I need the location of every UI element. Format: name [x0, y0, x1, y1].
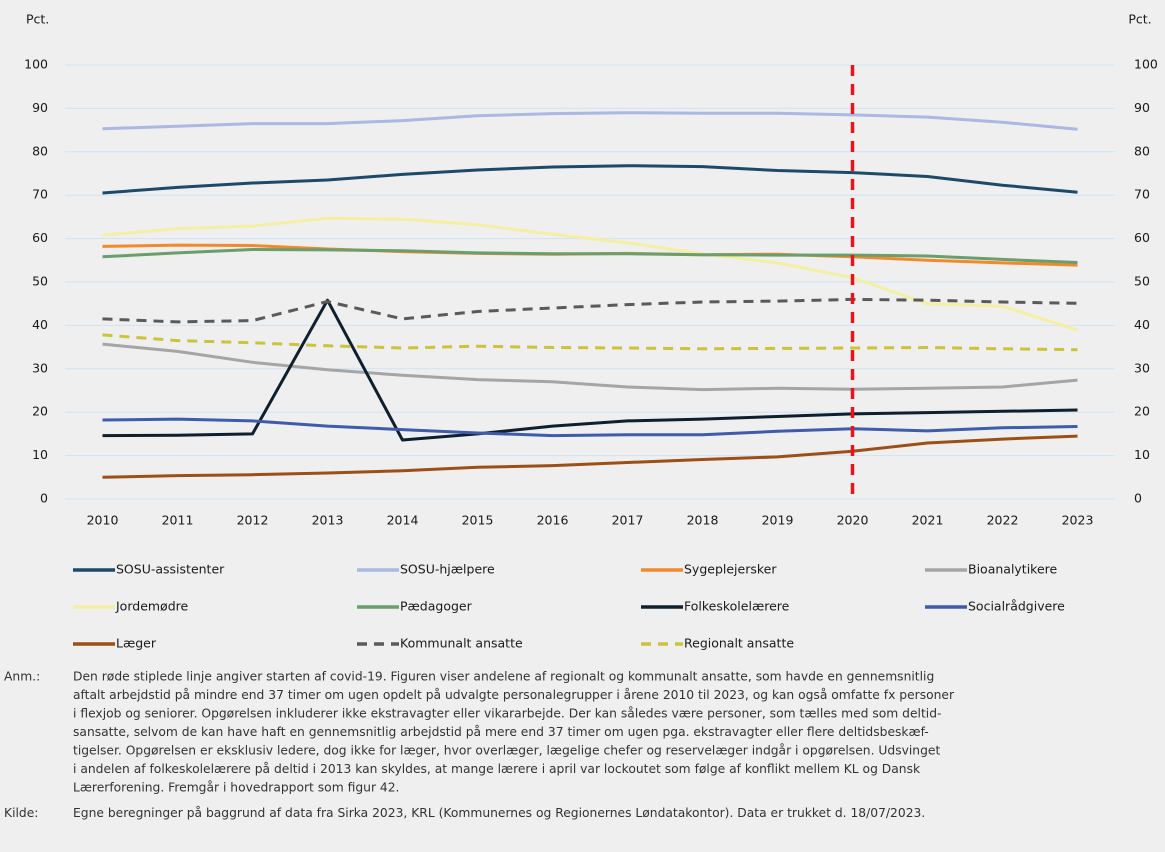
y2-tick-label: 70 — [1134, 187, 1150, 202]
legend-label: Regionalt ansatte — [684, 636, 794, 651]
note-text: Egne beregninger på baggrund af data fra… — [73, 806, 925, 820]
y-axis-label: Pct. — [26, 12, 49, 27]
y-tick-label: 0 — [40, 491, 48, 506]
y2-tick-label: 50 — [1134, 274, 1150, 289]
y-tick-label: 90 — [32, 100, 48, 115]
y2-tick-label: 40 — [1134, 317, 1150, 332]
note-label: Anm.: — [4, 670, 40, 684]
y-tick-label: 50 — [32, 274, 48, 289]
x-tick-label: 2022 — [987, 513, 1019, 528]
note-text: i flexjob og seniorer. Opgørelsen inklud… — [73, 707, 941, 721]
x-tick-label: 2011 — [162, 513, 194, 528]
y2-tick-label: 0 — [1134, 491, 1142, 506]
note-text: tigelser. Opgørelsen er eksklusiv ledere… — [73, 744, 940, 758]
series-line — [102, 297, 1078, 324]
x-tick-label: 2010 — [87, 513, 119, 528]
x-tick-label: 2021 — [912, 513, 944, 528]
y2-tick-label: 80 — [1134, 143, 1150, 158]
y2-tick-label: 60 — [1134, 230, 1150, 245]
y-tick-label: 70 — [32, 187, 48, 202]
x-tick-label: 2020 — [837, 513, 869, 528]
y-tick-label: 60 — [32, 230, 48, 245]
legend-label: SOSU-assistenter — [116, 562, 225, 577]
legend-label: Bioanalytikere — [968, 562, 1058, 577]
x-tick-label: 2017 — [612, 513, 644, 528]
series-line — [102, 248, 1078, 264]
series-line — [102, 333, 1078, 352]
x-tick-label: 2016 — [537, 513, 569, 528]
y2-tick-label: 20 — [1134, 404, 1150, 419]
y-tick-label: 30 — [32, 360, 48, 375]
y2-axis-label: Pct. — [1128, 12, 1151, 27]
y2-tick-label: 30 — [1134, 360, 1150, 375]
legend-label: SOSU-hjælpere — [400, 562, 495, 577]
x-tick-label: 2015 — [462, 513, 494, 528]
series-line — [102, 164, 1078, 195]
y-tick-label: 40 — [32, 317, 48, 332]
x-tick-label: 2019 — [762, 513, 794, 528]
note-text: Den røde stiplede linje angiver starten … — [73, 670, 934, 684]
y-tick-label: 100 — [24, 57, 48, 72]
x-tick-label: 2012 — [237, 513, 269, 528]
series-line — [102, 111, 1078, 131]
series-line — [102, 417, 1078, 438]
legend-label: Læger — [116, 636, 157, 651]
note-text: sansatte, selvom de kan have haft en gen… — [73, 725, 929, 739]
note-text: aftalt arbejdstid på mindre end 37 timer… — [73, 688, 955, 702]
note-text: Lærerforening. Fremgår i hovedrapport so… — [73, 781, 399, 795]
y2-tick-label: 100 — [1134, 57, 1158, 72]
note-label: Kilde: — [4, 806, 38, 820]
legend-label: Socialrådgivere — [968, 599, 1065, 614]
x-tick-label: 2014 — [387, 513, 419, 528]
y2-tick-label: 90 — [1134, 100, 1150, 115]
legend-label: Folkeskolelærere — [684, 599, 790, 614]
legend-label: Kommunalt ansatte — [400, 636, 523, 651]
y2-tick-label: 10 — [1134, 447, 1150, 462]
y-tick-label: 20 — [32, 404, 48, 419]
series-line — [102, 342, 1078, 392]
legend-label: Jordemødre — [115, 599, 189, 614]
series-line — [102, 298, 1078, 442]
note-text: i andelen af folkeskolelærere på deltid … — [73, 762, 921, 776]
legend-label: Pædagoger — [400, 599, 473, 614]
y-tick-label: 10 — [32, 447, 48, 462]
legend-label: Sygeplejersker — [684, 562, 777, 577]
x-tick-label: 2018 — [687, 513, 719, 528]
x-tick-label: 2023 — [1062, 513, 1094, 528]
y-tick-label: 80 — [32, 143, 48, 158]
series-line — [102, 434, 1078, 479]
x-tick-label: 2013 — [312, 513, 344, 528]
